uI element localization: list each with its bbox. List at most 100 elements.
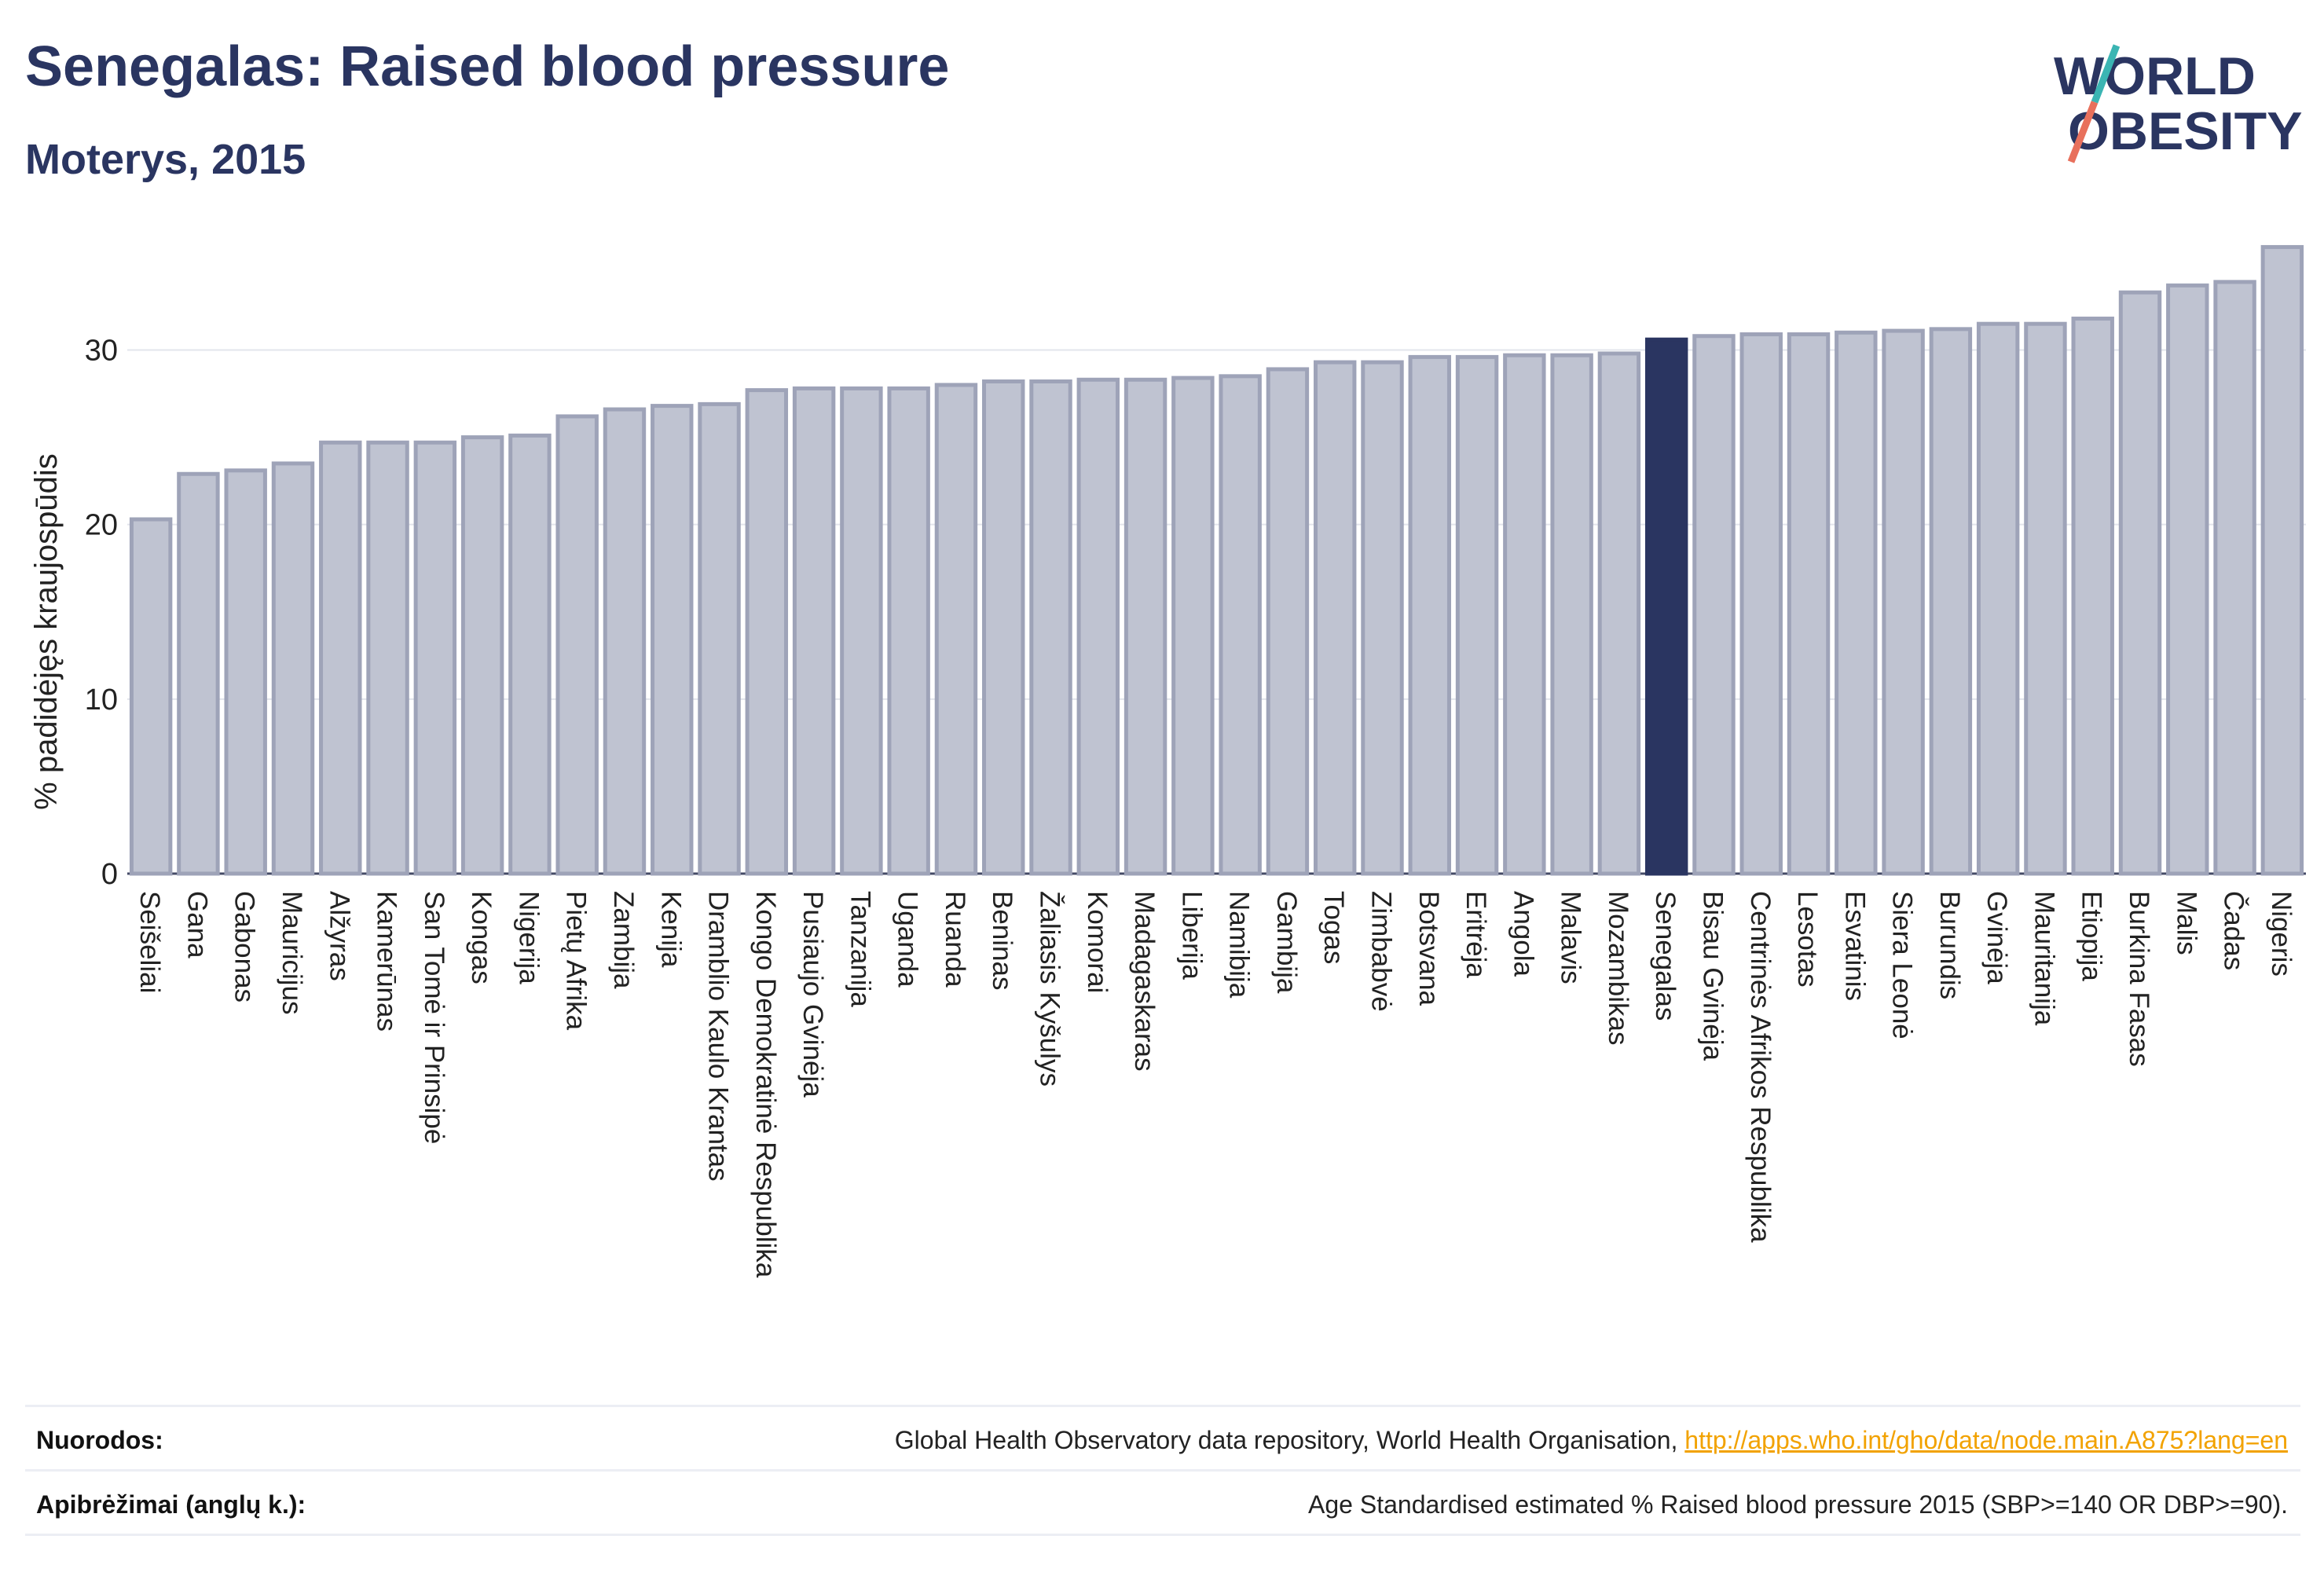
x-tick-label: Uganda bbox=[893, 891, 923, 988]
bar bbox=[1692, 334, 1736, 876]
x-tick-label: Esvatinis bbox=[1839, 891, 1870, 1001]
x-tick-label: Alžyras bbox=[324, 891, 354, 981]
bar bbox=[508, 433, 552, 876]
x-tick-label: Mauritanija bbox=[2029, 891, 2059, 1026]
logo-line1: WORLD bbox=[2054, 46, 2256, 106]
bar bbox=[1361, 360, 1404, 876]
bar bbox=[1835, 330, 1878, 876]
bar bbox=[792, 386, 836, 876]
x-tick-label: Kamerūnas bbox=[372, 891, 402, 1032]
x-tick-label: Liberija bbox=[1176, 891, 1207, 980]
definitions-label: Apibrėžimai (anglų k.): bbox=[36, 1490, 306, 1519]
x-tick-label: Botsvana bbox=[1413, 891, 1444, 1006]
x-tick-label: Burundis bbox=[1934, 891, 1965, 999]
bar bbox=[1503, 353, 1546, 876]
bar bbox=[1266, 367, 1310, 876]
x-axis-labels: Seišeliai Gana Gabonas Mauricijus Alžyras Kam… bbox=[134, 891, 2297, 1278]
y-tick-label: 10 bbox=[85, 684, 118, 717]
y-tick-label: 0 bbox=[101, 858, 118, 891]
bar bbox=[1929, 327, 1973, 876]
y-tick-label: 30 bbox=[85, 335, 118, 368]
x-tick-label: Nigerija bbox=[513, 891, 544, 984]
y-axis-ticks: 0 10 20 30 bbox=[85, 335, 118, 891]
x-tick-label: Nigeris bbox=[2266, 891, 2297, 977]
x-tick-label: Eritrėja bbox=[1461, 891, 1491, 978]
bar bbox=[2213, 280, 2256, 876]
x-tick-label: Žaliasis Kyšulys bbox=[1035, 891, 1065, 1087]
chart-title: Senegalas: Raised blood pressure bbox=[25, 35, 950, 98]
bar bbox=[1313, 360, 1357, 876]
x-tick-label: Komorai bbox=[1082, 891, 1113, 993]
bar bbox=[840, 386, 883, 876]
x-tick-label: Gvinėja bbox=[1981, 891, 2012, 984]
bar bbox=[1029, 379, 1072, 876]
x-tick-label: Togas bbox=[1318, 891, 1349, 964]
x-tick-label: Seišeliai bbox=[134, 891, 165, 993]
bar bbox=[982, 379, 1025, 876]
sources-value: Global Health Observatory data repositor… bbox=[895, 1426, 2288, 1455]
bar bbox=[224, 468, 267, 876]
x-tick-label: Siera Leonė bbox=[1887, 891, 1918, 1039]
x-tick-label: Bisau Gvinėja bbox=[1697, 891, 1728, 1061]
x-tick-label: Gabonas bbox=[229, 891, 260, 1002]
x-tick-label: Beninas bbox=[987, 891, 1017, 990]
x-tick-label: San Tomė ir Prinsipė bbox=[419, 891, 449, 1144]
bar bbox=[1739, 332, 1783, 876]
x-tick-label: Lesotas bbox=[1792, 891, 1823, 988]
x-tick-label: Mauricijus bbox=[277, 891, 307, 1015]
bar bbox=[1455, 354, 1499, 876]
x-tick-label: Kongo Demokratinė Respublika bbox=[750, 891, 781, 1278]
x-tick-label: Etiopija bbox=[2077, 891, 2107, 981]
bar-highlight bbox=[1644, 337, 1688, 876]
bar bbox=[698, 401, 741, 876]
bar bbox=[129, 517, 173, 876]
sources-link[interactable]: http://apps.who.int/gho/data/node.main.A… bbox=[1684, 1426, 2288, 1454]
bar bbox=[603, 407, 647, 876]
logo-line2: OBESITY bbox=[2068, 101, 2303, 161]
bar bbox=[2071, 317, 2114, 876]
logo-slash-top bbox=[2091, 44, 2121, 104]
bar bbox=[1408, 354, 1451, 876]
y-axis-label: % padidėjęs kraujospūdis bbox=[29, 453, 64, 810]
bar-chart: 0 10 20 30 Seišeliai Gana Gabonas Mauricijus Al… bbox=[29, 244, 2306, 1278]
sources-label: Nuorodos: bbox=[36, 1426, 163, 1454]
bar bbox=[1171, 376, 1215, 876]
x-tick-label: Tanzanija bbox=[845, 891, 875, 1007]
footer-divider bbox=[25, 1534, 2300, 1536]
footer-divider bbox=[25, 1405, 2300, 1407]
x-tick-label: Ruanda bbox=[940, 891, 970, 988]
bar bbox=[2260, 244, 2304, 876]
x-tick-label: Mozambikas bbox=[1603, 891, 1633, 1045]
bar bbox=[2166, 283, 2209, 876]
x-tick-label: Gambija bbox=[1271, 891, 1302, 994]
logo-slash-bottom bbox=[2067, 101, 2099, 163]
bar bbox=[1597, 351, 1641, 876]
x-tick-label: Centrinės Afrikos Respublika bbox=[1745, 891, 1776, 1243]
definitions-value: Age Standardised estimated % Raised bloo… bbox=[1308, 1490, 2288, 1519]
bar bbox=[2024, 321, 2067, 876]
bar bbox=[745, 388, 789, 876]
x-tick-label: Pusiaujo Gvinėja bbox=[797, 891, 828, 1098]
footer-divider bbox=[25, 1469, 2300, 1472]
x-tick-label: Madagaskaras bbox=[1129, 891, 1160, 1072]
bar bbox=[1787, 332, 1831, 876]
bar bbox=[271, 461, 315, 876]
x-tick-label: Pietų Afrika bbox=[561, 891, 592, 1031]
bar bbox=[1219, 374, 1262, 876]
x-tick-label: Burkina Fasas bbox=[2124, 891, 2154, 1067]
bar bbox=[2118, 290, 2162, 876]
x-tick-label: Senegalas bbox=[1650, 891, 1681, 1021]
x-tick-label: Angola bbox=[1508, 891, 1538, 977]
bar bbox=[1882, 328, 1925, 876]
bar bbox=[177, 471, 220, 876]
bar bbox=[1976, 321, 2020, 876]
x-tick-label: Malavis bbox=[1556, 891, 1586, 984]
bar bbox=[555, 414, 599, 876]
bar bbox=[413, 440, 457, 876]
bar bbox=[887, 386, 930, 876]
x-tick-label: Malis bbox=[2171, 891, 2201, 955]
bar bbox=[366, 440, 409, 876]
x-tick-label: Čadas bbox=[2219, 891, 2249, 970]
bars bbox=[129, 244, 2304, 876]
bar bbox=[1124, 377, 1167, 876]
